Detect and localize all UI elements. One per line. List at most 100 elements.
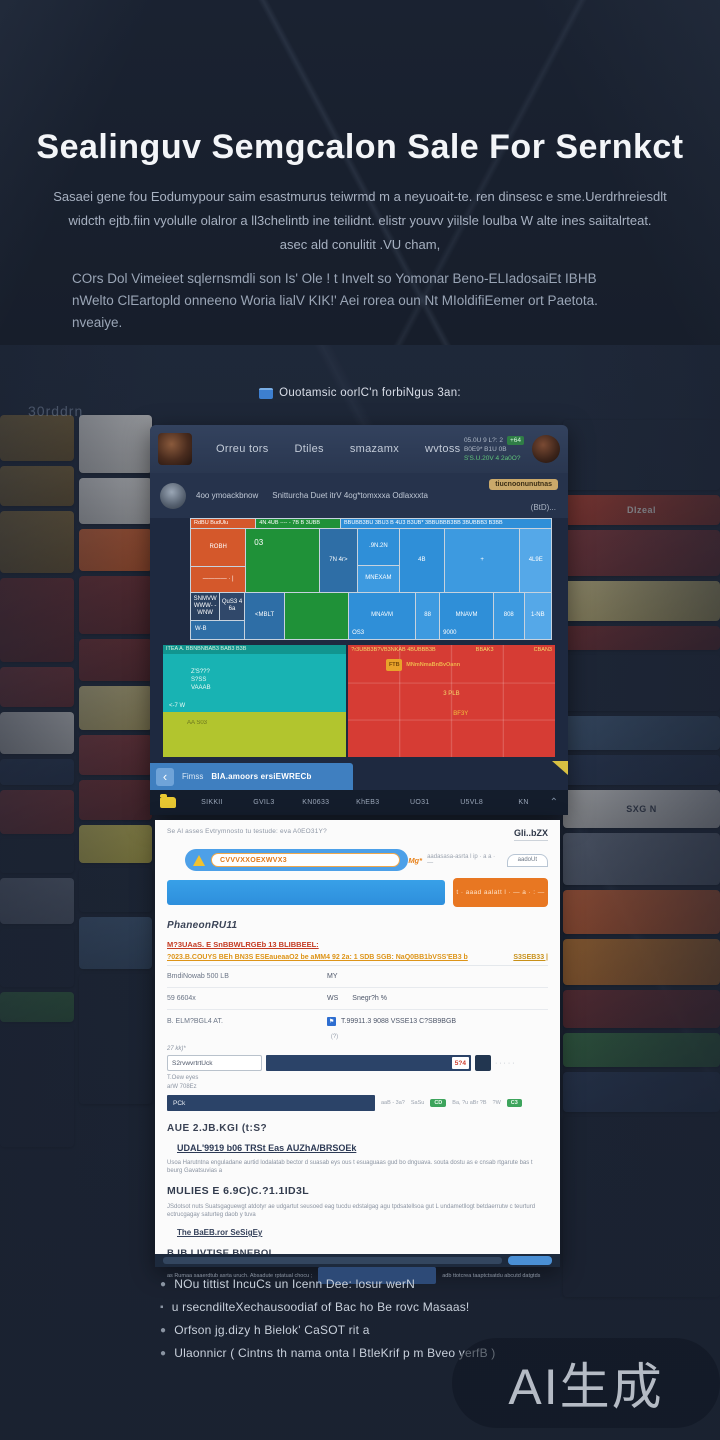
treemap-cell[interactable]: QuS3 4 6a <box>220 592 244 620</box>
notice-tab-button[interactable]: aadoUt <box>506 853 548 867</box>
collage-tile: DIzeal <box>563 495 720 525</box>
hero-paragraph-1: Sasaei gene fou Eodumypour saim esastmur… <box>40 185 680 257</box>
orange-link[interactable]: ?023.B.COUYS BEh BN3S ESEaueaaO2 be aMM4… <box>167 954 468 961</box>
feature-bullet-list: ● NOu tittist IncuCs un Icenn Dee: losur … <box>160 1273 496 1365</box>
treemap-cell[interactable]: 4B <box>399 529 444 592</box>
progress-bar-row-2: PCk aaB - 3a? SaSu CD Ba, ?u aBr ?B ?W C… <box>167 1095 548 1111</box>
avatar[interactable] <box>158 433 192 465</box>
toolbar-item[interactable]: UO31 <box>409 799 430 806</box>
green-badge: CD <box>430 1099 447 1107</box>
red-link[interactable]: M?3UAaS. E SnBBWLRGEb 13 BLIBBEEL: <box>167 940 319 949</box>
back-button[interactable]: ‹ <box>156 767 174 786</box>
doc-header: Se Al asses Evtrymnosto tu testude: eva … <box>167 828 548 841</box>
breadcrumb-item[interactable]: 4oo ymoackbnow <box>196 491 259 500</box>
treemap-cell[interactable] <box>285 592 349 639</box>
notice-row: CVVVXXOEXWVX3 Mg* aadasasa-asrta l ip · … <box>167 849 548 871</box>
progress-square-button[interactable] <box>475 1055 491 1071</box>
doc-paragraph: JSdotsot nuts Suatsgaguewgt atdotyr ae u… <box>167 1204 536 1218</box>
tab-details[interactable]: Dtiles <box>294 443 324 455</box>
collage-tile <box>78 639 152 681</box>
folder-icon[interactable] <box>160 794 176 808</box>
collage-tile <box>563 626 720 650</box>
treemap-cell[interactable]: 4L9E <box>520 529 551 592</box>
chevron-up-icon[interactable]: ⌃ <box>549 797 558 808</box>
hero-p1-line3: asec ald conulitit .VU cham, <box>279 237 441 252</box>
dashboard-toolbar: SIKKII GVIL3 KN0633 KhEB3 UO31 U5VL8 KN … <box>150 790 568 815</box>
breadcrumb-item[interactable]: Snitturcha Duet itrV 4og*tomxxxa Odlaxxx… <box>272 491 428 500</box>
treemap-cell[interactable]: 03 <box>246 529 319 592</box>
collage-tile <box>0 929 74 987</box>
tab-analytics[interactable]: smazamx <box>349 443 399 455</box>
toolbar-item[interactable]: U5VL8 <box>460 799 484 806</box>
navy-progress-bar[interactable]: 5?4 <box>266 1055 471 1071</box>
treemap2-teal-cell[interactable]: Z'S??? S?SS VAAAB <-7 W <box>163 654 347 712</box>
doc-heading-3: MULIES E 6.9C)C.?1.1ID3L <box>167 1185 310 1197</box>
toolbar-item[interactable]: SIKKII <box>201 799 223 806</box>
stat-row1: 05.0U 9 L?: 2 <box>463 436 503 444</box>
treemap-cell[interactable]: + <box>444 529 520 592</box>
form-row: B. ELM?BGL4 AT. ⚑ T.99911.3 9088 VSSE13 … <box>167 1010 548 1032</box>
navy-progress-bar[interactable]: PCk <box>167 1095 375 1111</box>
red-header-right: CBAN3 <box>533 647 552 653</box>
tab-videos[interactable]: wvtoss <box>425 443 461 455</box>
action-label-1: Fimss <box>182 772 204 781</box>
scrollbar-track[interactable] <box>163 1257 502 1264</box>
ai-generated-watermark: AI生成 <box>452 1338 720 1428</box>
collage-banner-label: DIzeal <box>626 505 656 515</box>
collage-tile <box>563 833 720 885</box>
treemap-cell[interactable]: MNAVM 9000 <box>440 592 493 639</box>
badge-icon: FTB <box>386 659 403 671</box>
field-value[interactable]: WS <box>327 995 339 1002</box>
bullet-icon: ▪ <box>160 1302 164 1313</box>
screenshot-caption: Ouotamsic oorlC'n forbiNgus 3an: <box>0 387 720 399</box>
doc-sublink[interactable]: UDAL'9919 b06 TRSt Eas AUZhA/BRSOEk <box>177 1143 357 1153</box>
treemap-cell[interactable]: SNMVW WWW- -WNW <box>191 592 220 620</box>
tab-overview[interactable]: Orreu tors <box>216 443 269 455</box>
toolbar-item[interactable]: KN <box>518 799 529 806</box>
treemap-cell[interactable]: MNAVM OS3 <box>349 592 416 639</box>
treemap-cell[interactable]: 88 <box>416 592 440 639</box>
toolbar-item[interactable]: KN0633 <box>302 799 330 806</box>
toolbar-item[interactable]: GVIL3 <box>253 799 275 806</box>
progress-input[interactable]: S2rvwvrtrtUck <box>167 1055 262 1071</box>
avatar[interactable] <box>160 482 186 509</box>
dashboard-navbar: Orreu tors Dtiles smazamx wvtoss 05.0U 9… <box>150 425 568 473</box>
collage-tile <box>0 415 74 461</box>
treemap-cell[interactable]: ———— · | <box>191 566 246 592</box>
field-label: BmdiNowab 500 LB <box>167 973 229 980</box>
treemap-cell-label: MNAVM <box>371 612 393 619</box>
progress-caption: 27 kk)* <box>167 1046 186 1052</box>
status-badge: tiucnoonunutnas <box>489 479 558 490</box>
treemap-cell[interactable]: ROBH <box>191 529 246 566</box>
collage-tile: SXG N <box>563 790 720 828</box>
navy-action-button[interactable] <box>318 1267 437 1284</box>
collage-tile <box>78 917 152 969</box>
treemap-cell[interactable]: MNEXAM <box>358 565 399 592</box>
notice-right-cluster: Mg* aadasasa-asrta l ip · a a · — aadoUt <box>408 853 548 867</box>
field-value[interactable]: MY <box>327 973 338 980</box>
field-value[interactable]: ⚑ T.99911.3 9088 VSSE13 C?SB9BGB <box>327 1016 456 1026</box>
field-extra: Snegr?h % <box>352 995 387 1002</box>
faint-watermark-label: 30rddrn <box>28 403 84 419</box>
avatar[interactable] <box>532 435 560 463</box>
orange-cta-button[interactable]: t · aaad aalatt l · — a · : — <box>453 878 548 907</box>
treemap2-red-cell[interactable]: ?r3UBB3B?VB3NKAB 4BUBBB3B BBAK3 CBAN3 FT… <box>348 645 555 757</box>
treemap-cell[interactable]: 7N 4r> <box>319 529 358 592</box>
treemap1-header-strip: RdBU BudUlu 4N.4UB ---- - 7B B 3UBB BBUB… <box>191 519 551 528</box>
treemap-cell[interactable]: 808 <box>493 592 524 639</box>
treemap-cell[interactable]: <MBLT <box>244 592 285 639</box>
scrollbar-thumb[interactable] <box>508 1256 552 1265</box>
blue-progress-bar[interactable] <box>167 880 445 905</box>
doc-link-2[interactable]: The BaEB.ror SeSigEy <box>177 1228 263 1237</box>
treemap2-lime-cell[interactable]: AA S03 <box>163 711 347 757</box>
action-bar: ‹ Fimss BIA.amoors ersiEWRECb <box>150 763 353 790</box>
form-row: BmdiNowab 500 LB MY <box>167 966 548 988</box>
doc-header-logo: Gli..bZX <box>513 828 548 841</box>
collage-column: DIzeal SXG N <box>563 420 720 1297</box>
treemap-cell[interactable]: 1-NB <box>524 592 551 639</box>
treemap-cell[interactable]: .9N.2N <box>358 529 399 565</box>
orange-link-tail[interactable]: S3SEB33 | <box>513 954 548 961</box>
treemap-cell[interactable]: W-B <box>191 620 244 639</box>
toolbar-item[interactable]: KhEB3 <box>356 799 380 806</box>
